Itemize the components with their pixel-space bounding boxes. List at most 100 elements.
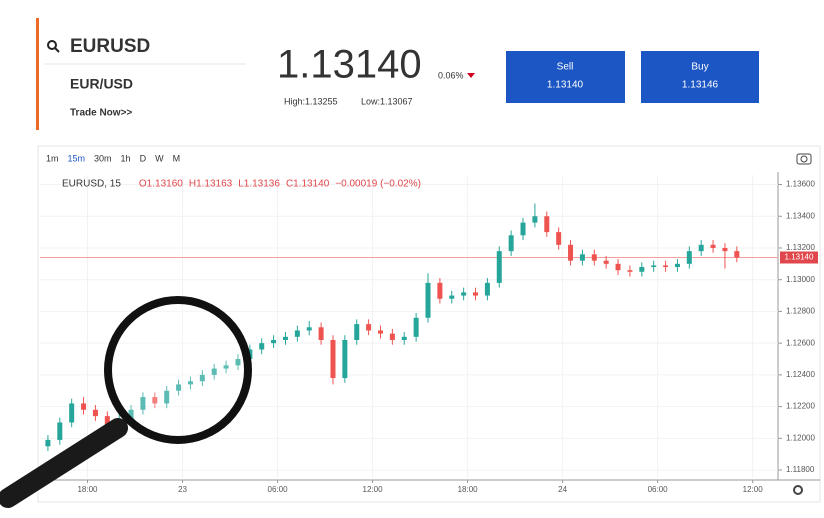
candle-body	[69, 403, 75, 423]
candle-body	[45, 439, 51, 447]
candle-body	[164, 390, 170, 404]
x-tick-label: 24	[558, 485, 567, 494]
price-tag-label: 1.13140	[785, 253, 814, 262]
high: High:1.13255	[284, 96, 338, 106]
price-tag	[780, 251, 818, 264]
ohlc-change: −0.00019 (−0.02%)	[335, 179, 421, 190]
candle-body	[710, 244, 716, 248]
settings-icon[interactable]	[793, 485, 803, 495]
candle-body	[282, 336, 288, 340]
interval-button[interactable]: M	[173, 153, 181, 163]
candle-body	[81, 403, 87, 410]
candle-body	[389, 333, 395, 340]
candle-body	[294, 330, 300, 337]
candle-body	[579, 254, 585, 261]
candle-body	[366, 324, 372, 331]
x-tick-label: 18:00	[77, 485, 98, 494]
magnifier-lens	[104, 296, 252, 444]
candle-body	[627, 270, 633, 272]
search-icon	[47, 40, 60, 53]
sell-bg	[506, 51, 625, 103]
plot: 1.11800 1.12000 1.12200 1.12400 1.12600 1.128…	[40, 175, 818, 494]
accent-bar	[36, 18, 39, 130]
candle-body	[532, 216, 538, 223]
candle-body	[104, 416, 110, 429]
buy-label: Buy	[691, 62, 708, 73]
ohlc-low: L1.13136	[238, 179, 280, 190]
candle-body	[306, 327, 312, 331]
camera-icon[interactable]	[796, 153, 812, 165]
y-tick-label: 1.12800	[786, 307, 815, 316]
low: Low:1.13067	[361, 96, 413, 106]
interval-button[interactable]: 1m	[46, 153, 59, 163]
y-tick-label: 1.13200	[786, 243, 815, 252]
candle-body	[235, 359, 241, 366]
candle-body	[556, 232, 562, 245]
candle-body	[568, 244, 574, 261]
candle-body	[698, 244, 704, 252]
trade-link[interactable]: Trade Now>>	[70, 108, 132, 119]
candle-body	[140, 397, 146, 410]
candle-body	[686, 251, 692, 264]
candle-body	[603, 260, 609, 264]
candle-body	[199, 374, 205, 382]
buy-price: 1.13146	[682, 80, 719, 91]
interval-button[interactable]: 1h	[121, 153, 131, 163]
y-tick-label: 1.13600	[786, 180, 815, 189]
y-tick-label: 1.13400	[786, 211, 815, 220]
candle-body	[342, 339, 348, 379]
candle-body	[330, 339, 336, 379]
candle-body	[223, 365, 229, 369]
interval-button[interactable]: 30m	[94, 153, 112, 163]
candle-body	[449, 295, 455, 299]
candle-body	[734, 251, 740, 258]
candle-body	[354, 324, 360, 340]
candle-body	[413, 317, 419, 337]
y-tick-label: 1.12400	[786, 370, 815, 379]
chart-frame	[37, 145, 821, 503]
candle-body	[651, 265, 657, 268]
candle-body	[437, 282, 443, 299]
y-tick-label: 1.12200	[786, 402, 815, 411]
candle-body	[128, 409, 134, 420]
sell-button[interactable]: Sell 1.13140	[506, 51, 625, 103]
interval-button[interactable]: W	[155, 153, 164, 163]
candle-body	[591, 254, 597, 261]
candle-body	[271, 339, 277, 344]
x-tick-label: 12:00	[363, 485, 384, 494]
candle-body	[401, 336, 407, 340]
ohlc-high: H1.13163	[189, 179, 233, 190]
sell-price: 1.13140	[547, 80, 584, 91]
x-tick-label: 12:00	[743, 485, 764, 494]
candle-body	[663, 265, 669, 268]
candle-body	[318, 327, 324, 340]
interval-button[interactable]: 15m	[68, 153, 86, 163]
x-tick-label: 06:00	[268, 485, 289, 494]
interval-button[interactable]: D	[140, 153, 147, 163]
ohlc-symbol: EURUSD, 15	[62, 179, 121, 190]
sell-label: Sell	[557, 62, 574, 73]
y-tick-label: 1.12000	[786, 433, 815, 442]
candle-body	[152, 397, 158, 404]
candle-body	[508, 235, 514, 252]
candle-body	[187, 381, 193, 385]
down-arrow	[467, 73, 475, 78]
y-tick-label: 1.13000	[786, 275, 815, 284]
y-tick-label: 1.12600	[786, 338, 815, 347]
candle-body	[496, 251, 502, 283]
candle-body	[615, 263, 621, 271]
candle-body	[484, 282, 490, 296]
price: 1.13140	[277, 43, 422, 87]
candle-body	[92, 409, 98, 417]
candle-body	[722, 247, 728, 252]
candle-body	[520, 222, 526, 236]
buy-button[interactable]: Buy 1.13146	[641, 51, 759, 103]
candle-body	[211, 368, 217, 375]
x-tick-label: 18:00	[458, 485, 479, 494]
candle-body	[259, 343, 265, 350]
candle-body	[57, 422, 63, 440]
candle-body	[639, 267, 645, 272]
candle-body	[674, 263, 680, 268]
